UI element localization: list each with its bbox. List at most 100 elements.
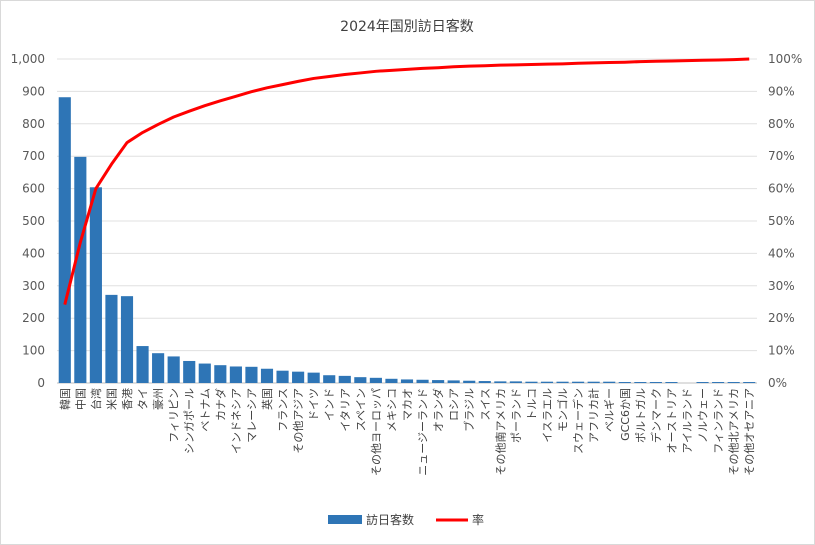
x-tick-label: デンマーク <box>649 388 663 443</box>
y2-tick-label: 20% <box>768 311 795 325</box>
legend: 訪日客数 率 <box>328 512 484 527</box>
x-tick-label: その他北アメリカ <box>728 388 741 475</box>
x-tick-label: トルコ <box>525 388 538 421</box>
x-tick-label: イタリア <box>339 388 352 432</box>
bar <box>603 381 616 383</box>
bar <box>478 381 491 383</box>
y-tick-label: 900 <box>22 84 45 98</box>
x-tick-label: スペイン <box>354 388 367 431</box>
bar <box>292 371 305 383</box>
bar <box>58 97 71 384</box>
bar <box>649 382 662 383</box>
y-tick-label: 600 <box>22 182 45 196</box>
y-tick-label: 500 <box>22 214 45 228</box>
x-tick-label: インドネシア <box>230 388 243 454</box>
x-tick-label: フランス <box>277 388 290 432</box>
bar <box>634 382 647 383</box>
y2-tick-label: 10% <box>768 344 795 358</box>
bar <box>665 382 678 383</box>
y-tick-label: 300 <box>22 279 45 293</box>
bar <box>525 381 538 383</box>
bar <box>183 360 196 383</box>
x-tick-label: ノルウェー <box>697 388 710 443</box>
y2-tick-label: 100% <box>768 52 802 66</box>
bar <box>463 380 476 383</box>
bar <box>198 363 211 383</box>
bar <box>229 366 242 383</box>
x-tick-label: フィリピン <box>168 388 181 443</box>
bar <box>120 296 134 383</box>
y2-tick-label: 80% <box>768 117 795 131</box>
bar <box>416 379 429 383</box>
legend-swatch-bars <box>328 515 362 524</box>
x-tick-label: インド <box>323 388 336 421</box>
x-tick-label: ポーランド <box>510 388 523 443</box>
y-tick-label: 0 <box>37 376 45 390</box>
x-tick-label: ブラジル <box>462 388 476 432</box>
bar <box>400 379 414 383</box>
bar <box>354 377 367 383</box>
x-tick-label: オランダ <box>431 388 445 432</box>
bar <box>743 382 756 383</box>
y2-tick-label: 70% <box>768 149 795 163</box>
x-tick-label: マカオ <box>401 388 414 421</box>
x-tick-label: 韓国 <box>59 388 72 410</box>
x-tick-label: 英国 <box>260 388 274 410</box>
x-tick-label: GCC6か国 <box>619 388 632 441</box>
x-tick-label: イスラエル <box>541 388 554 443</box>
x-tick-label: 香港 <box>121 388 134 410</box>
bar <box>307 372 320 383</box>
x-tick-label: その他アジア <box>292 388 305 454</box>
bar-series <box>58 97 756 384</box>
left-axis: 0 100 200 300 400 500 600 700 800 900 1,000 <box>11 52 45 390</box>
x-tick-label: 中国 <box>74 388 87 410</box>
x-tick-label: ポルトガル <box>634 388 647 443</box>
x-tick-label: フィンランド <box>712 388 725 454</box>
bar <box>260 368 274 383</box>
cumulative-line-series <box>63 57 750 305</box>
bar <box>618 382 631 383</box>
x-tick-label: 米国 <box>105 388 118 410</box>
bar <box>214 365 227 383</box>
x-tick-label: ベルギー <box>603 388 616 432</box>
legend-label-bars: 訪日客数 <box>366 512 414 527</box>
x-tick-label: タイ <box>137 388 150 410</box>
x-tick-label: ドイツ <box>308 388 321 421</box>
x-tick-label: 台湾 <box>89 388 103 410</box>
y-tick-label: 700 <box>22 149 45 163</box>
bar <box>152 353 165 383</box>
y-tick-label: 100 <box>22 344 45 358</box>
y-tick-label: 1,000 <box>11 52 45 66</box>
bar <box>167 356 180 383</box>
y2-tick-label: 90% <box>768 84 795 98</box>
y-tick-label: 400 <box>22 246 45 260</box>
category-axis: 韓国 中国 台湾 米国 香港 タイ 豪州 フィリピン シンガポール ベトナム カナダ インドネシア マレ… <box>59 388 756 476</box>
y2-tick-label: 30% <box>768 279 795 293</box>
bar <box>509 381 522 383</box>
bar <box>105 294 118 383</box>
x-tick-label: 豪州 <box>151 388 165 410</box>
bar <box>323 375 336 383</box>
x-tick-label: マレーシア <box>245 388 258 443</box>
y2-tick-label: 50% <box>768 214 795 228</box>
bar <box>276 370 289 383</box>
x-tick-label: その他オセアニア <box>743 388 756 476</box>
y-tick-label: 200 <box>22 311 45 325</box>
x-tick-label: シンガポール <box>183 388 196 454</box>
x-tick-label: アフリカ計 <box>587 388 601 443</box>
cumulative-line <box>63 57 750 305</box>
x-tick-label: スウェーデン <box>571 388 585 454</box>
x-tick-label: アイルランド <box>681 388 694 453</box>
x-tick-label: ニュージーランド <box>417 388 430 476</box>
y2-tick-label: 40% <box>768 246 795 260</box>
bar <box>727 382 740 383</box>
bar <box>556 381 569 383</box>
bar <box>494 381 507 383</box>
bar <box>338 375 351 383</box>
bar <box>447 380 460 383</box>
bar <box>369 377 382 383</box>
bar <box>572 381 585 383</box>
x-tick-label: オーストリア <box>665 388 678 453</box>
